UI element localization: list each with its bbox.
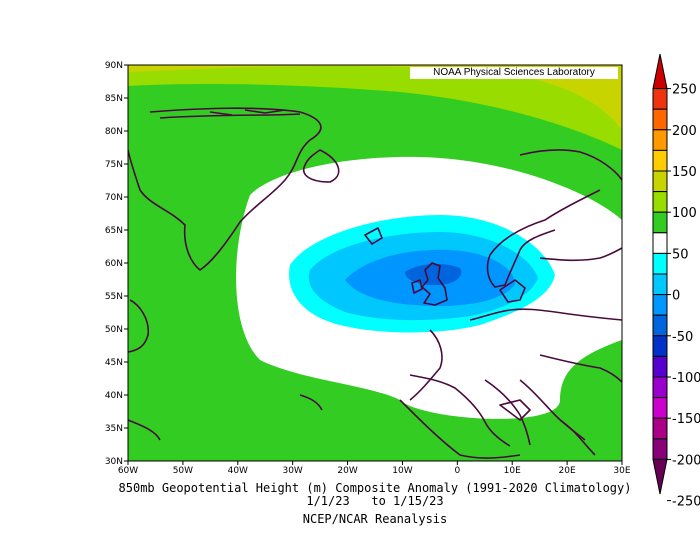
colorbar-tick-label: 150	[672, 165, 697, 180]
colorbar-segment	[652, 252, 668, 275]
latitude-axis: 90N 85N 80N 75N 70N 65N 60N 55N 50N 45N 40N 35N 30N	[105, 61, 128, 467]
lon-tick-label: 10E	[504, 466, 521, 476]
colorbar-segment	[652, 232, 668, 254]
colorbar-segment	[652, 273, 668, 296]
map-dataset: NCEP/NCAR Reanalysis	[302, 512, 448, 526]
colorbar-segment	[652, 314, 668, 337]
lon-tick-label: 10W	[392, 466, 412, 476]
colorbar-segment	[652, 376, 668, 399]
lon-tick-label: 50W	[173, 466, 193, 476]
lat-tick-label: 90N	[105, 61, 123, 71]
lon-tick-label: 60W	[118, 466, 138, 476]
credit-label: NOAA Physical Sciences Laboratory	[410, 67, 618, 79]
colorbar-tick-label: 200	[672, 124, 697, 139]
map-title: 850mb Geopotential Height (m) Composite …	[118, 481, 632, 495]
contour-field	[128, 65, 622, 461]
colorbar-tick-label: 50	[672, 247, 689, 262]
coastlines	[128, 107, 622, 459]
lat-tick-label: 85N	[105, 94, 123, 104]
colorbar-bottom-arrow	[652, 458, 668, 495]
lat-tick-label: 55N	[105, 292, 123, 302]
lat-tick-label: 30N	[105, 457, 123, 467]
lat-tick-label: 70N	[105, 193, 123, 203]
colorbar-segment	[652, 438, 668, 460]
lat-tick-label: 75N	[105, 160, 123, 170]
lon-tick-label: 0	[454, 466, 460, 476]
colorbar-tick-label: -100	[672, 371, 700, 386]
lon-tick-label: 30W	[282, 466, 302, 476]
colorbar-segment	[652, 129, 668, 151]
lon-tick-label: 30E	[613, 466, 630, 476]
colorbar-segment	[652, 149, 668, 172]
colorbar-segment	[652, 397, 668, 419]
colorbar-segment	[652, 211, 668, 234]
colorbar-tick-label: -250	[672, 495, 700, 510]
colorbar-tick-label: 250	[672, 83, 697, 98]
colorbar-segment	[652, 88, 668, 110]
lat-tick-label: 60N	[105, 259, 123, 269]
colorbar-tick-label: -150	[672, 412, 700, 427]
lat-tick-label: 50N	[105, 325, 123, 335]
colorbar-segment	[652, 335, 668, 357]
colorbar-tick-label: 100	[672, 206, 697, 221]
map-date-range: 1/1/23 to 1/15/23	[306, 494, 444, 508]
colorbar-segment	[652, 355, 668, 378]
lat-tick-label: 40N	[105, 391, 123, 401]
colorbar: 250 200 150 100 50 0 -50 -100 -150 -200 -250	[652, 53, 700, 510]
colorbar-segment	[652, 417, 668, 440]
lon-tick-label: 40W	[228, 466, 248, 476]
colorbar-segment	[652, 170, 668, 193]
contour-50-100	[128, 65, 622, 150]
colorbar-segment	[652, 191, 668, 213]
lat-tick-label: 65N	[105, 226, 123, 236]
colorbar-tick-label: -50	[672, 330, 693, 345]
longitude-axis: 60W 50W 40W 30W 20W 10W 0 10E 20E 30E	[118, 461, 631, 476]
colorbar-top-arrow	[652, 53, 668, 90]
lon-tick-label: 20E	[559, 466, 576, 476]
colorbar-tick-label: 0	[672, 289, 680, 304]
colorbar-segment	[652, 108, 668, 131]
lat-tick-label: 45N	[105, 358, 123, 368]
lat-tick-label: 35N	[105, 424, 123, 434]
colorbar-segment	[652, 294, 668, 316]
lat-tick-label: 80N	[105, 127, 123, 137]
lon-tick-label: 20W	[337, 466, 357, 476]
colorbar-tick-label: -200	[672, 453, 700, 468]
